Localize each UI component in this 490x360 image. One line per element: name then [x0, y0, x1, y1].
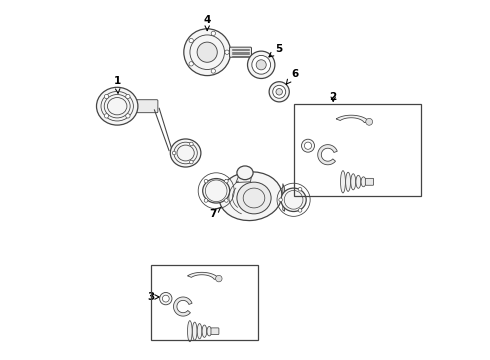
Text: 3: 3	[148, 292, 159, 302]
Circle shape	[273, 85, 286, 98]
Text: 2: 2	[330, 92, 337, 102]
Polygon shape	[188, 272, 219, 279]
Circle shape	[126, 114, 130, 118]
Polygon shape	[318, 145, 337, 165]
Circle shape	[204, 179, 208, 183]
Ellipse shape	[345, 172, 350, 192]
Polygon shape	[173, 297, 192, 316]
Ellipse shape	[197, 324, 202, 339]
Circle shape	[211, 69, 216, 73]
Text: 6: 6	[286, 69, 298, 84]
Circle shape	[256, 60, 266, 70]
Ellipse shape	[203, 179, 230, 203]
Polygon shape	[336, 115, 369, 122]
Ellipse shape	[188, 321, 192, 342]
Circle shape	[126, 94, 130, 99]
Circle shape	[301, 139, 315, 152]
Circle shape	[190, 160, 193, 164]
Circle shape	[184, 29, 231, 76]
Circle shape	[298, 188, 302, 191]
Ellipse shape	[341, 171, 345, 193]
FancyBboxPatch shape	[366, 178, 373, 185]
Circle shape	[204, 199, 208, 202]
Text: 1: 1	[114, 76, 121, 93]
FancyBboxPatch shape	[211, 328, 219, 334]
Circle shape	[104, 114, 109, 118]
Circle shape	[304, 142, 312, 149]
Circle shape	[189, 62, 194, 66]
Ellipse shape	[202, 325, 207, 337]
Circle shape	[160, 292, 172, 305]
Circle shape	[366, 118, 372, 125]
Ellipse shape	[356, 175, 361, 188]
Circle shape	[162, 295, 169, 302]
Circle shape	[252, 55, 270, 74]
Circle shape	[276, 89, 282, 95]
FancyBboxPatch shape	[136, 100, 158, 113]
Circle shape	[224, 179, 228, 183]
Text: 5: 5	[269, 44, 283, 57]
Ellipse shape	[281, 188, 306, 211]
Circle shape	[225, 50, 229, 54]
Text: 4: 4	[203, 15, 211, 31]
Ellipse shape	[361, 177, 366, 187]
Circle shape	[104, 94, 109, 99]
Polygon shape	[283, 184, 285, 211]
Polygon shape	[236, 176, 251, 183]
Ellipse shape	[97, 87, 138, 125]
Ellipse shape	[193, 322, 197, 340]
Ellipse shape	[351, 174, 356, 190]
Bar	[294, 104, 421, 196]
Circle shape	[224, 199, 228, 202]
Ellipse shape	[171, 139, 201, 167]
Circle shape	[269, 82, 289, 102]
Circle shape	[279, 198, 282, 202]
Ellipse shape	[237, 182, 271, 214]
Ellipse shape	[219, 172, 282, 221]
Circle shape	[189, 39, 194, 43]
Circle shape	[172, 151, 176, 155]
Circle shape	[211, 31, 216, 36]
Circle shape	[197, 42, 217, 62]
Circle shape	[247, 51, 275, 78]
Circle shape	[190, 142, 193, 146]
Circle shape	[298, 208, 302, 212]
Ellipse shape	[207, 327, 212, 336]
Text: 7: 7	[209, 207, 221, 219]
Bar	[151, 265, 258, 340]
Ellipse shape	[237, 166, 253, 180]
Circle shape	[216, 275, 222, 282]
FancyBboxPatch shape	[229, 47, 251, 57]
